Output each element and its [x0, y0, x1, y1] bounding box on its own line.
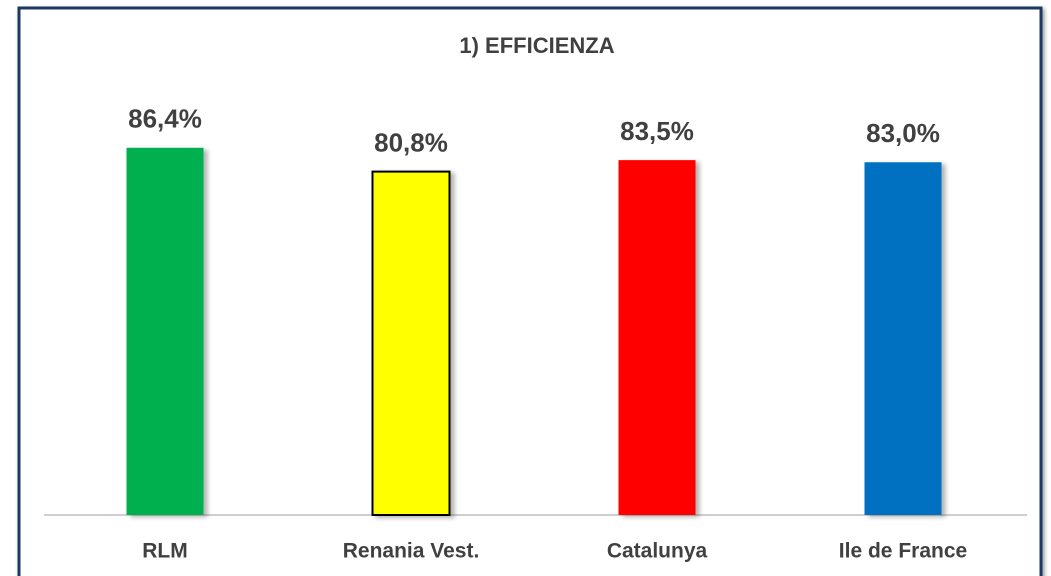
chart-title: 1) EFFICIENZA	[459, 33, 614, 58]
x-tick-label: Catalunya	[607, 540, 708, 563]
bar	[618, 160, 696, 515]
x-tick-label: Ile de France	[839, 540, 967, 563]
bar	[864, 162, 942, 515]
x-tick-label: Renania Vest.	[343, 540, 480, 563]
x-tick-label: RLM	[142, 540, 188, 563]
value-label: 86,4%	[128, 104, 202, 134]
bar	[126, 147, 204, 516]
value-label: 83,0%	[866, 118, 940, 148]
bar	[371, 170, 451, 516]
value-label: 83,5%	[620, 116, 694, 146]
value-label: 80,8%	[374, 127, 448, 157]
